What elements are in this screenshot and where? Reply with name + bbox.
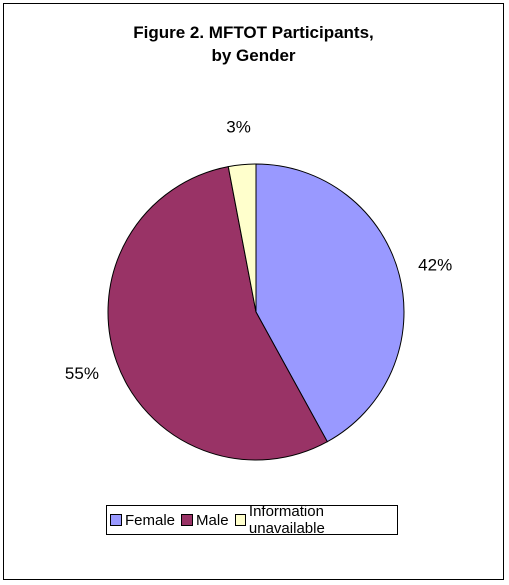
pie-slice-female [255,163,405,443]
pie-slice-male [107,166,328,461]
legend-item-female: Female [110,512,175,529]
chart-title: Figure 2. MFTOT Participants, by Gender [4,21,503,67]
chart-legend: Female Male Information unavailable [106,503,398,537]
data-label-female: 42% [418,255,452,274]
legend-item-male: Male [181,512,229,529]
legend-label-male: Male [196,511,229,529]
legend-label-information-unavailable: Information unavailable [248,503,325,537]
pie-data-labels: 42% 55% 3% [65,117,452,383]
pie-slice-information-unavailable [227,163,257,313]
legend-swatch-female [110,514,122,526]
legend-label-female: Female [125,511,176,529]
chart-title-line-1: Figure 2. MFTOT Participants, [133,23,374,42]
legend-swatch-information-unavailable [234,514,246,526]
data-label-male: 55% [65,364,99,383]
legend-item-information-unavailable: Information unavailable [234,503,394,537]
legend-swatch-male [181,514,194,526]
chart-title-line-2: by Gender [211,46,296,65]
data-label-information-unavailable: 3% [226,117,251,136]
pie-slices [107,163,405,461]
